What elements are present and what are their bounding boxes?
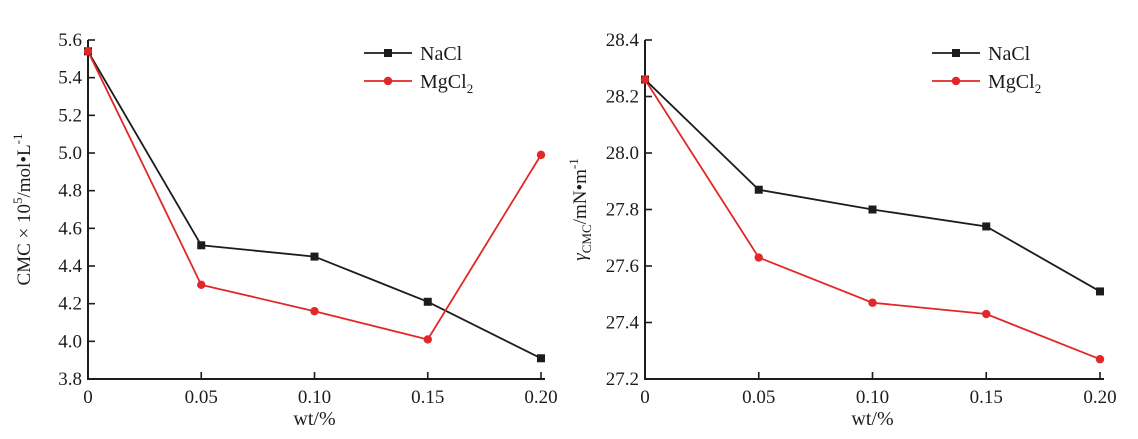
series-marker-mgcl2 xyxy=(640,75,650,84)
series-marker-mgcl2 xyxy=(423,335,432,344)
series-line-mgcl2 xyxy=(644,79,1101,361)
legend-marker-mgcl2 xyxy=(383,76,393,86)
y-tick-label: 4.4 xyxy=(58,256,82,277)
series-marker-nacl xyxy=(310,252,319,261)
x-tick-label: 0.20 xyxy=(1083,387,1116,408)
legend-label-mgcl2: MgCl2 xyxy=(420,71,473,96)
y-tick-label: 28.4 xyxy=(606,30,640,51)
axes xyxy=(87,40,545,380)
series-marker-mgcl2 xyxy=(197,280,206,290)
y-tick-label: 3.8 xyxy=(58,369,82,390)
series-marker-mgcl2 xyxy=(754,253,763,262)
x-tick-label: 0 xyxy=(83,387,93,408)
y-tick-label: 5.6 xyxy=(58,30,82,51)
legend-label-mgcl2: MgCl2 xyxy=(988,71,1041,96)
y-tick-label: 4.2 xyxy=(58,294,82,315)
legend-label-nacl: NaCl xyxy=(988,43,1031,65)
y-tick-label: 5.0 xyxy=(58,143,82,164)
series-marker-nacl xyxy=(423,297,432,306)
legend-label-nacl: NaCl xyxy=(420,43,463,65)
x-tick-label: 0.15 xyxy=(411,387,444,408)
y-tick-label: 4.0 xyxy=(58,331,82,352)
y-tick-label: 4.6 xyxy=(58,218,82,239)
x-tick-label: 0.20 xyxy=(524,387,557,408)
legend-marker-nacl xyxy=(384,49,392,57)
x-axis-label: wt/% xyxy=(293,408,335,430)
series-marker-nacl xyxy=(197,241,206,250)
y-tick-label: 4.8 xyxy=(58,181,82,202)
series-marker-nacl xyxy=(1096,287,1104,296)
y-tick-label: 27.4 xyxy=(606,313,640,334)
series-marker-mgcl2 xyxy=(1095,355,1105,364)
cmc-chart: 3.8 4.0 4.2 4.4 4.6 4.8 5.0 5.2 5.4 5.6 0 0.05 0.10 0… xyxy=(10,30,558,430)
series-marker-mgcl2 xyxy=(982,309,991,319)
x-tick-label: 0.10 xyxy=(298,387,331,408)
series-marker-nacl xyxy=(868,205,877,214)
legend: NaCl MgCl2 xyxy=(932,43,1041,96)
y-tick-label: 27.6 xyxy=(606,256,639,277)
y-tick-label: 27.8 xyxy=(606,200,639,221)
legend-marker-mgcl2 xyxy=(951,76,961,86)
x-tick-label: 0 xyxy=(640,387,650,408)
series-marker-nacl xyxy=(754,185,763,194)
series-marker-mgcl2 xyxy=(868,298,877,307)
y-axis-label: γCMC/mN•m-1 xyxy=(569,158,594,260)
y-tick-label: 27.2 xyxy=(606,369,639,390)
x-tick-label: 0.10 xyxy=(856,387,889,408)
x-tick-label: 0.05 xyxy=(742,387,775,408)
legend: NaCl MgCl2 xyxy=(364,43,473,96)
y-tick-label: 28.2 xyxy=(606,87,639,108)
y-axis-label: CMC × 105/mol•L-1 xyxy=(10,134,35,286)
x-axis-label: wt/% xyxy=(851,408,893,430)
surface-tension-chart: 27.2 27.4 27.6 27.8 28.0 28.2 28.4 0 0.05 0.10 0.1… xyxy=(569,30,1117,430)
series-marker-mgcl2 xyxy=(83,47,93,56)
x-tick-label: 0.15 xyxy=(970,387,1003,408)
legend-marker-nacl xyxy=(952,49,960,57)
y-tick-label: 5.4 xyxy=(58,68,82,89)
series-marker-mgcl2 xyxy=(536,150,546,160)
series-marker-mgcl2 xyxy=(310,307,319,316)
x-tick-label: 0.05 xyxy=(185,387,218,408)
series-marker-nacl xyxy=(982,222,991,231)
y-tick-label: 5.2 xyxy=(58,105,82,126)
series-marker-nacl xyxy=(537,354,545,363)
y-tick-label: 28.0 xyxy=(606,143,639,164)
